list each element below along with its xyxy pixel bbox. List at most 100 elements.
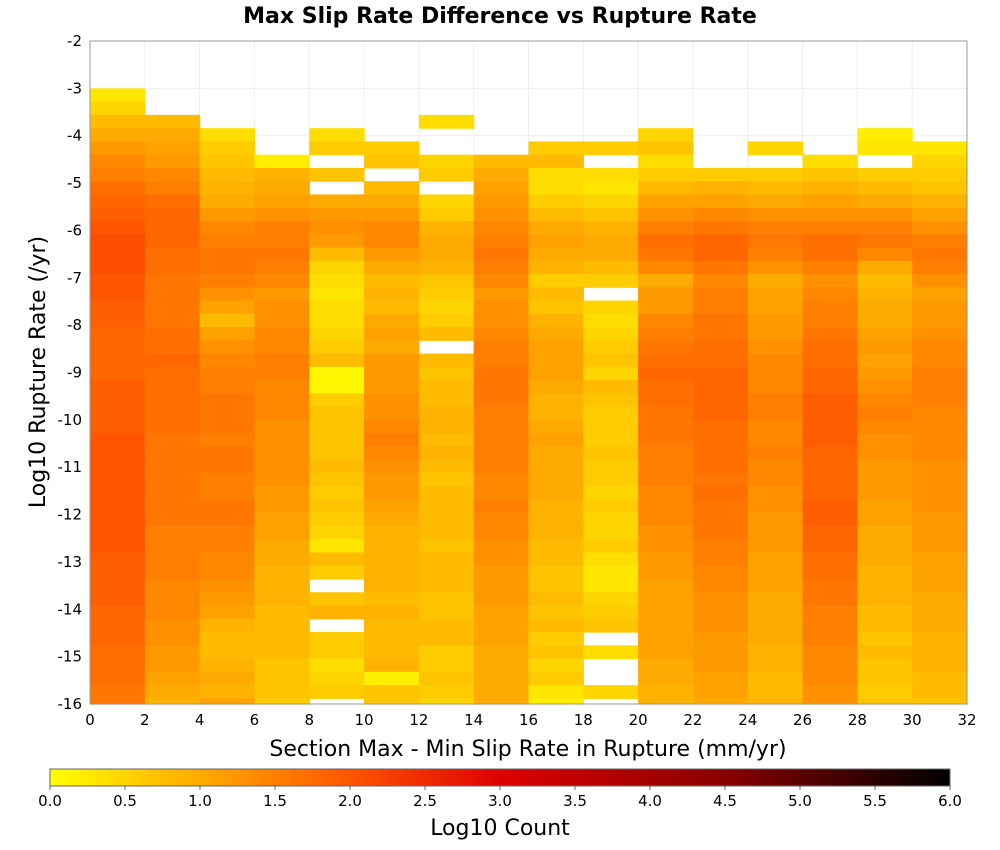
heatmap-cell xyxy=(638,446,694,461)
heatmap-cell xyxy=(802,552,858,567)
heatmap-cell xyxy=(638,645,694,660)
heatmap-cell xyxy=(857,234,913,249)
heatmap-cell xyxy=(802,605,858,620)
heatmap-cell xyxy=(638,685,694,699)
heatmap-cell xyxy=(364,605,420,620)
heatmap-cell xyxy=(747,300,804,315)
heatmap-cell xyxy=(692,605,749,620)
heatmap-cell xyxy=(364,274,420,288)
heatmap-cell xyxy=(912,141,968,156)
heatmap-cell xyxy=(144,472,201,487)
heatmap-cell xyxy=(473,393,530,408)
heatmap-cell xyxy=(199,618,256,633)
x-tick-label: 28 xyxy=(848,711,867,729)
heatmap-cell xyxy=(144,234,201,249)
x-tick-label: 16 xyxy=(519,711,538,729)
heatmap-cell xyxy=(638,167,694,182)
heatmap-cell xyxy=(473,671,530,686)
heatmap-cell xyxy=(144,592,201,607)
heatmap-cell xyxy=(802,274,858,288)
heatmap-cell xyxy=(583,446,639,461)
heatmap-cell xyxy=(528,366,584,381)
heatmap-cell xyxy=(638,618,694,633)
heatmap-cell xyxy=(692,525,749,540)
heatmap-cell xyxy=(802,592,858,607)
heatmap-cell xyxy=(90,220,146,235)
heatmap-cell xyxy=(692,406,749,421)
heatmap-cell xyxy=(90,658,146,673)
heatmap-cell xyxy=(199,260,256,275)
heatmap-cell xyxy=(473,539,530,554)
heatmap-cell xyxy=(583,141,639,156)
heatmap-cell xyxy=(418,300,475,315)
x-tick-label: 18 xyxy=(574,711,593,729)
heatmap-cell xyxy=(638,406,694,421)
heatmap-cell xyxy=(802,300,858,315)
heatmap-cell xyxy=(199,220,256,235)
heatmap-cell xyxy=(802,433,858,447)
heatmap-cell xyxy=(254,313,310,328)
heatmap-cell xyxy=(364,632,420,646)
heatmap-cell xyxy=(199,592,256,607)
heatmap-cell xyxy=(90,101,146,116)
heatmap-cell xyxy=(473,154,530,169)
y-tick-label: -13 xyxy=(58,553,83,571)
heatmap-cell xyxy=(144,260,201,275)
heatmap-cell xyxy=(90,274,146,288)
heatmap-cell xyxy=(418,313,475,328)
heatmap-cell xyxy=(364,260,420,275)
heatmap-cell xyxy=(747,539,804,554)
heatmap-cell xyxy=(473,327,530,341)
heatmap-cell xyxy=(199,446,256,461)
heatmap-cell xyxy=(692,274,749,288)
heatmap-cell xyxy=(90,114,146,129)
heatmap-cell xyxy=(364,353,420,368)
heatmap-cell xyxy=(254,353,310,368)
heatmap-cell xyxy=(90,194,146,209)
heatmap-cell xyxy=(90,446,146,461)
heatmap-cell xyxy=(473,685,530,699)
heatmap-cell xyxy=(912,565,968,580)
heatmap-cell xyxy=(473,300,530,315)
heatmap-cell xyxy=(747,632,804,646)
heatmap-cell xyxy=(418,327,475,341)
heatmap-cell xyxy=(254,340,310,355)
heatmap-cell xyxy=(747,181,804,196)
heatmap-cell xyxy=(802,565,858,580)
heatmap-cell xyxy=(199,393,256,408)
heatmap-cell xyxy=(638,220,694,235)
heatmap-cell xyxy=(418,632,475,646)
heatmap-cell xyxy=(802,671,858,686)
heatmap-cell xyxy=(857,327,913,341)
heatmap-cell xyxy=(638,592,694,607)
heatmap-cell xyxy=(364,327,420,341)
heatmap-cell xyxy=(90,459,146,474)
heatmap-cell xyxy=(254,605,310,620)
heatmap-cell xyxy=(254,366,310,381)
heatmap-cell xyxy=(802,685,858,699)
heatmap-cell xyxy=(199,512,256,527)
heatmap-cell xyxy=(857,433,913,447)
heatmap-cell xyxy=(364,578,420,593)
heatmap-cell xyxy=(254,486,310,501)
heatmap-cell xyxy=(802,181,858,196)
heatmap-cell xyxy=(583,592,639,607)
heatmap-cell xyxy=(309,366,365,381)
heatmap-cell xyxy=(638,419,694,434)
heatmap-cell xyxy=(583,194,639,209)
heatmap-cell xyxy=(90,88,146,103)
heatmap-cell xyxy=(638,552,694,567)
heatmap-cell xyxy=(90,419,146,434)
heatmap-cell xyxy=(638,632,694,646)
heatmap-cell xyxy=(802,698,858,705)
heatmap-cell xyxy=(528,327,584,341)
heatmap-cell xyxy=(309,234,365,249)
heatmap-cell xyxy=(528,353,584,368)
heatmap-cell xyxy=(144,685,201,699)
heatmap-cell xyxy=(418,671,475,686)
heatmap-cell xyxy=(528,605,584,620)
heatmap-cell xyxy=(364,194,420,209)
heatmap-cell xyxy=(254,274,310,288)
heatmap-cell xyxy=(144,313,201,328)
heatmap-cell xyxy=(309,220,365,235)
